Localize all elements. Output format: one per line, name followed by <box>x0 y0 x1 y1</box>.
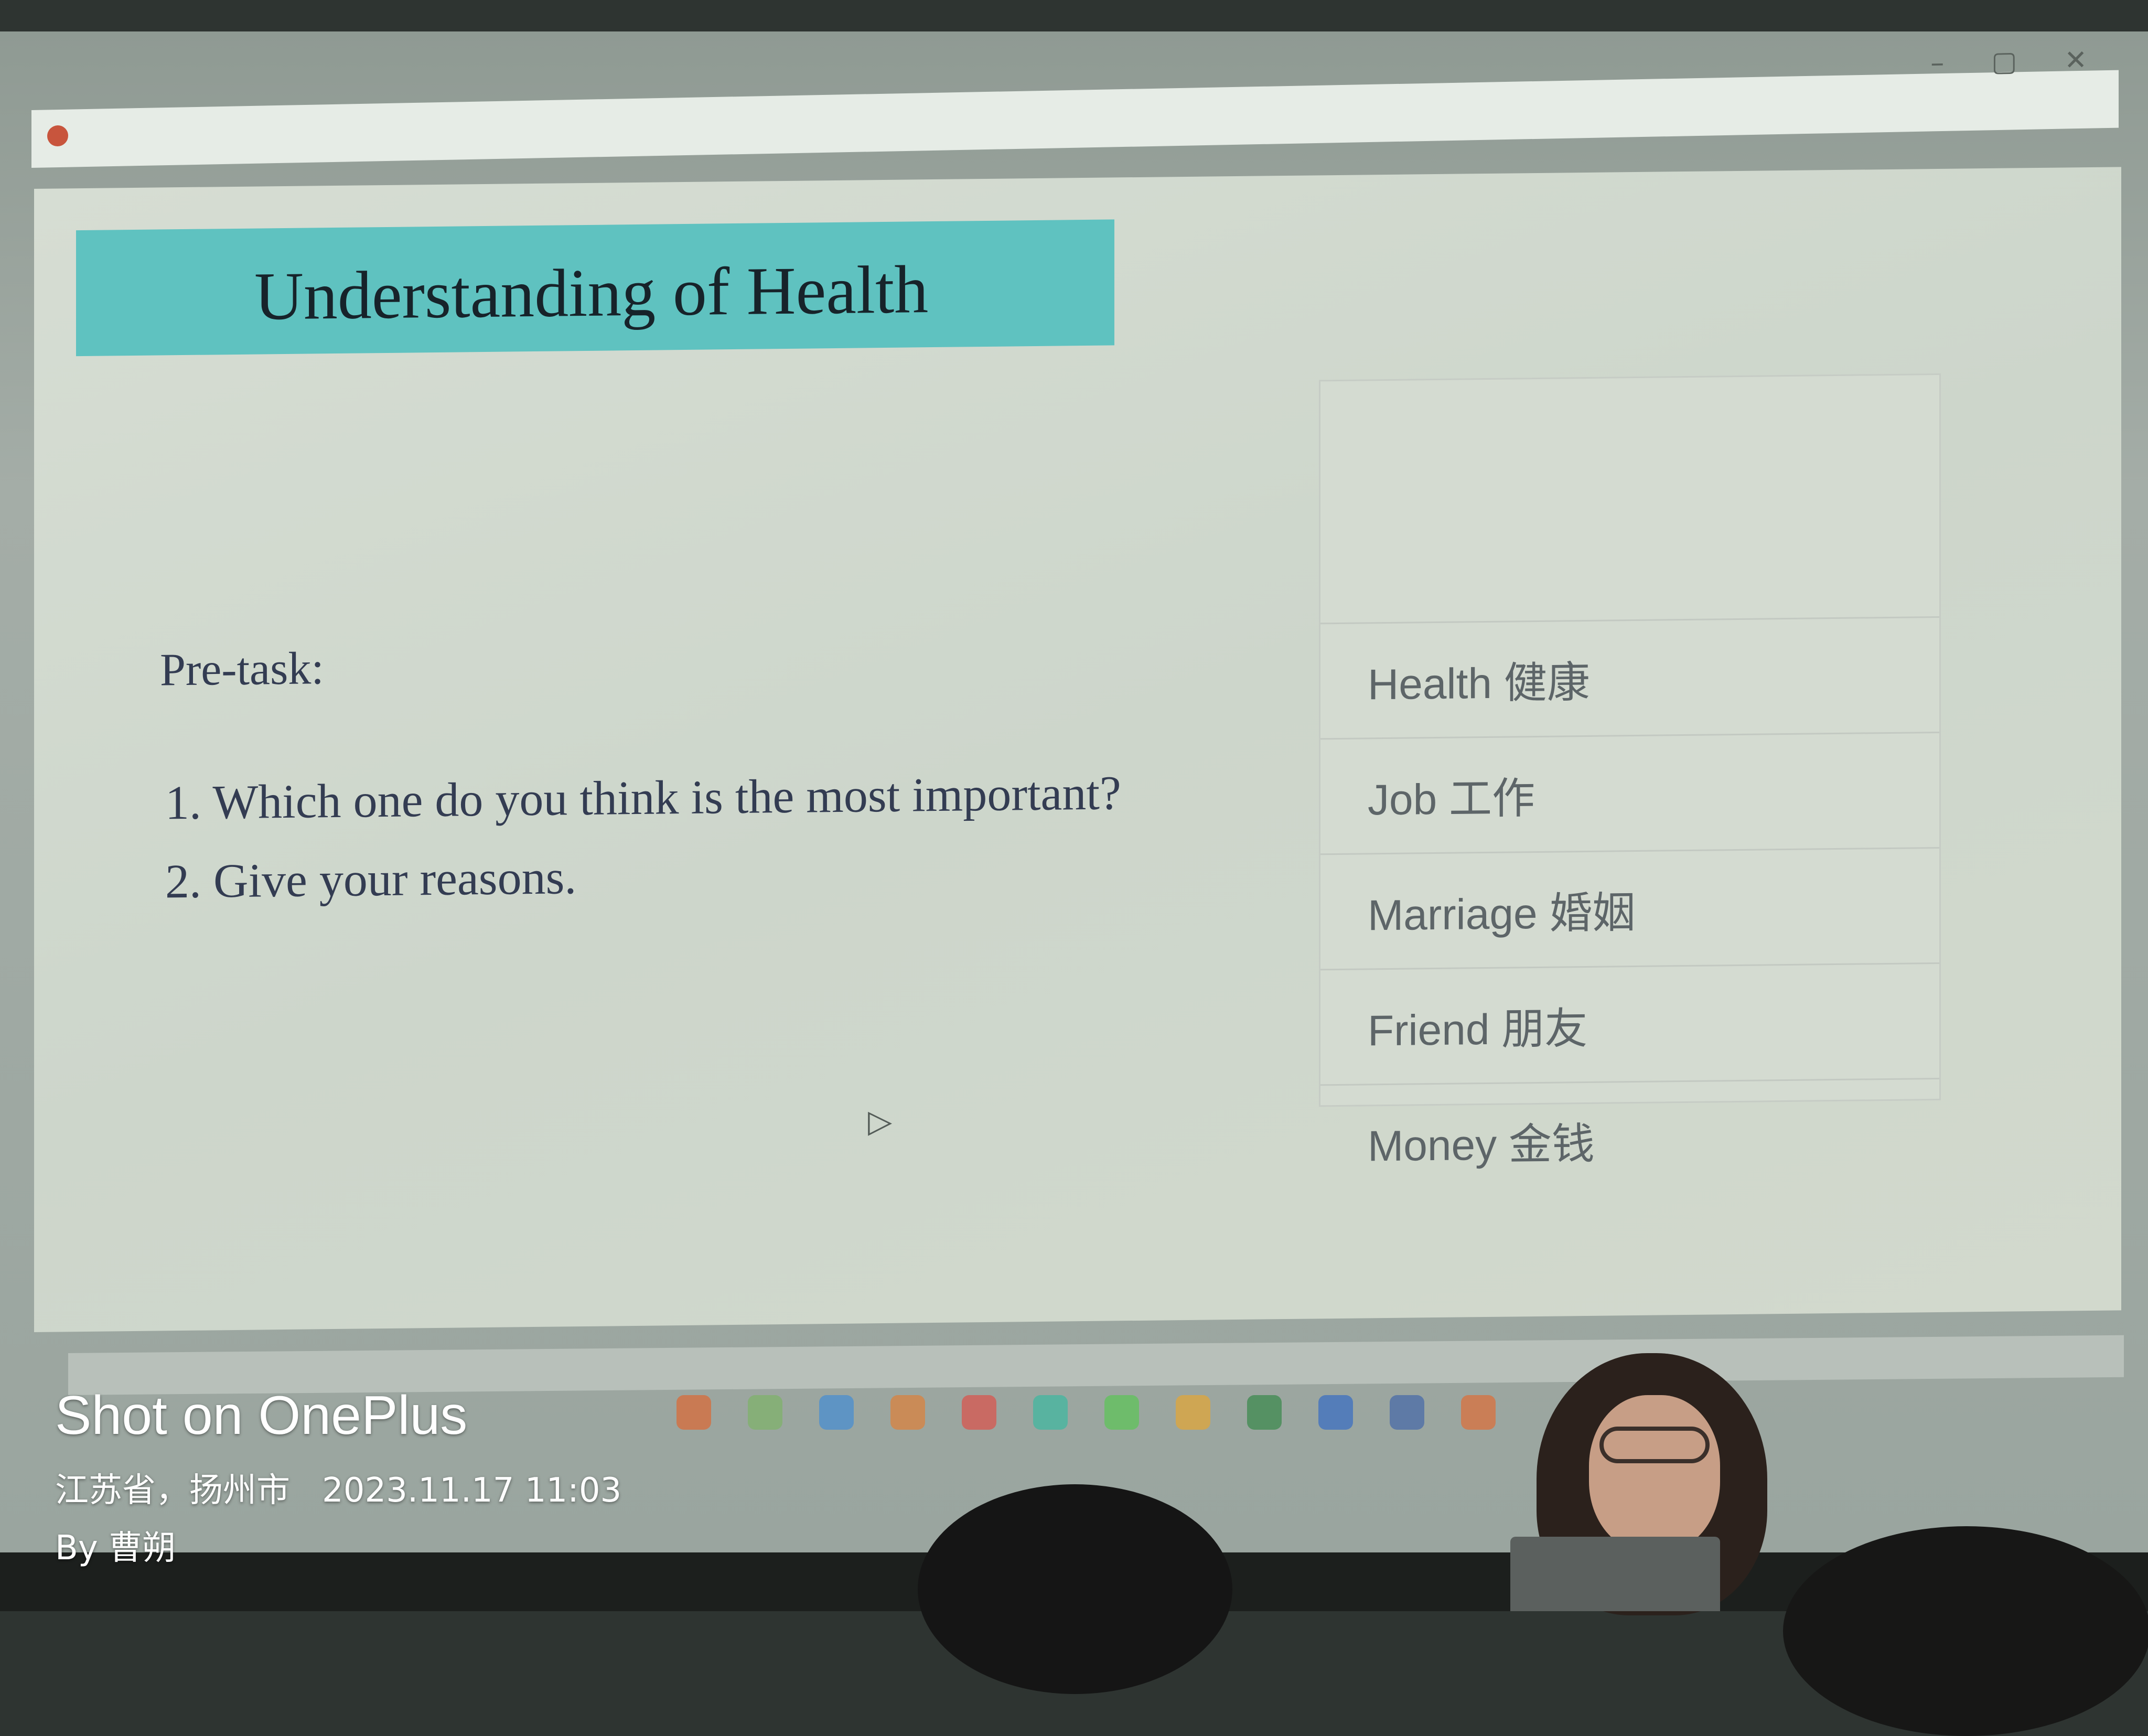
option-marriage: Marriage 婚姻 <box>1320 846 1939 969</box>
app-icon-orange[interactable] <box>676 1395 711 1430</box>
watermark-location: 江苏省，扬州市 <box>55 1471 290 1510</box>
app-icon-red[interactable] <box>962 1395 996 1430</box>
powerpoint-app-icon <box>47 125 68 147</box>
option-job: Job 工作 <box>1320 731 1939 854</box>
app-icon-blue[interactable] <box>819 1395 854 1430</box>
mouse-pointer-icon: ▷ <box>868 1102 893 1140</box>
app-icon-word[interactable] <box>1318 1395 1353 1430</box>
close-button[interactable]: ✕ <box>2064 44 2087 77</box>
app-icon-chrome[interactable] <box>1176 1395 1210 1430</box>
app-icon-play[interactable] <box>1033 1395 1068 1430</box>
minimize-button[interactable]: – <box>1930 47 1945 79</box>
watermark-datetime: 2023.11.17 11:03 <box>322 1471 622 1510</box>
taskbar-icons <box>676 1395 1496 1430</box>
watermark-author: By 曹朔 <box>55 1529 176 1568</box>
slide-canvas: Understanding of Health Pre-task: 1. Whi… <box>34 167 2121 1332</box>
option-health: Health 健康 <box>1320 616 1939 738</box>
window-titlebar: – ▢ ✕ <box>31 45 2119 168</box>
glasses-icon <box>1599 1427 1710 1463</box>
app-icon-chat[interactable] <box>748 1395 782 1430</box>
options-table-header <box>1320 375 1939 623</box>
watermark-meta: 江苏省，扬州市 2023.11.17 11:03 <box>55 1463 621 1512</box>
window-controls: – ▢ ✕ <box>1930 45 2087 79</box>
slide-title: Understanding of Health <box>254 252 929 335</box>
watermark-brand: Shot on OnePlus <box>55 1385 468 1446</box>
options-table: Health 健康 Job 工作 Marriage 婚姻 Friend 朋友 M… <box>1319 373 1941 1200</box>
pretask-label: Pre-task: <box>160 643 324 696</box>
slide-title-bar: Understanding of Health <box>76 219 1114 357</box>
projection-screen: – ▢ ✕ Understanding of Health Pre-task: … <box>0 31 2148 1552</box>
presenter-face <box>1589 1395 1720 1552</box>
question-2: 2. Give your reasons. <box>165 850 577 908</box>
maximize-button[interactable]: ▢ <box>1991 46 2017 78</box>
option-friend: Friend 朋友 <box>1320 962 1939 1085</box>
audience-head <box>1783 1526 2148 1736</box>
question-1: 1. Which one do you think is the most im… <box>165 766 1121 830</box>
app-icon-excel[interactable] <box>1247 1395 1282 1430</box>
app-icon-green[interactable] <box>1104 1395 1139 1430</box>
app-icon-powerpoint[interactable] <box>1461 1395 1496 1430</box>
app-icon-browser[interactable] <box>890 1395 925 1430</box>
app-icon-photos[interactable] <box>1390 1395 1424 1430</box>
laptop <box>1510 1537 1720 1611</box>
option-money: Money 金钱 <box>1320 1077 1939 1200</box>
audience-head <box>918 1484 1232 1694</box>
